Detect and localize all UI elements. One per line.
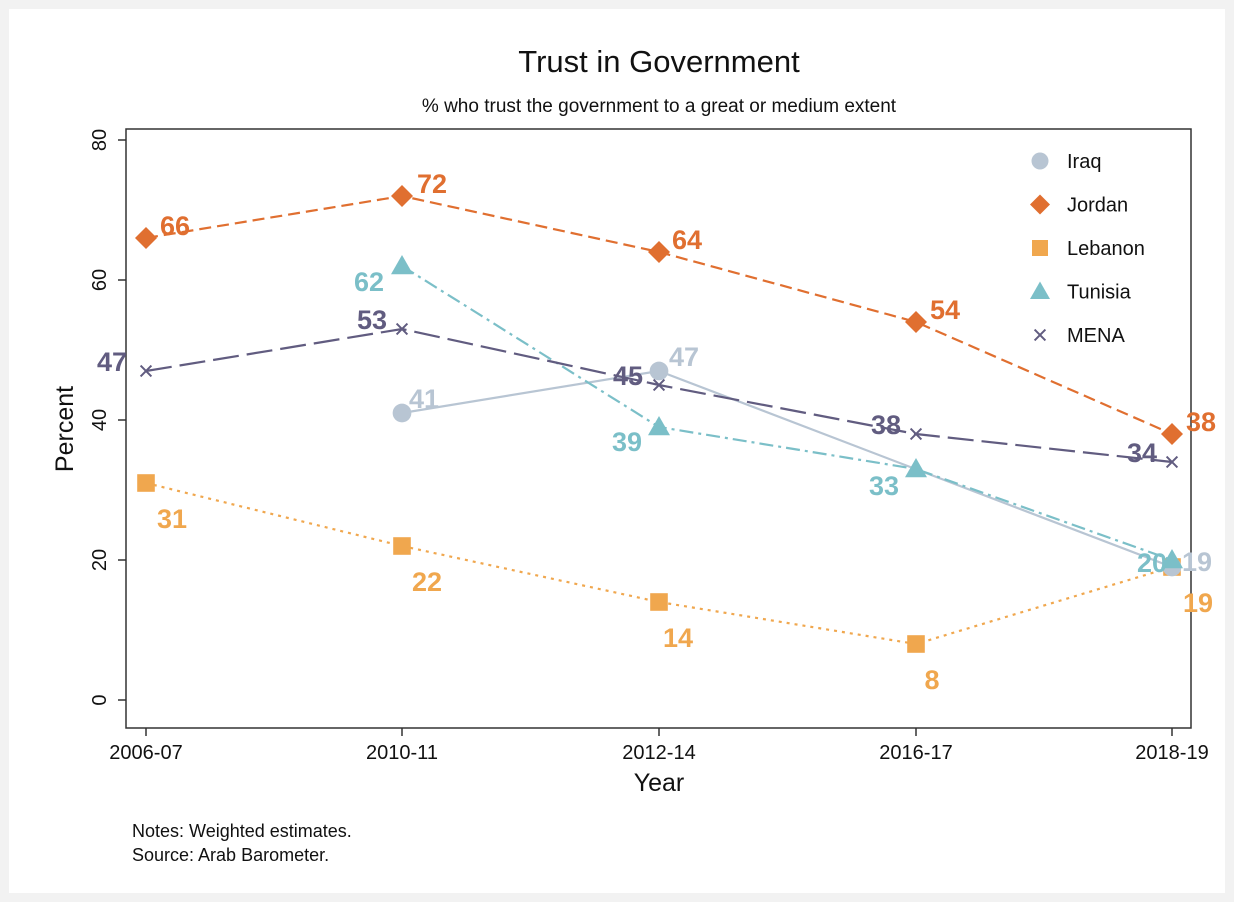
data-label-jordan: 54 <box>930 295 960 325</box>
data-point-jordan <box>135 227 157 249</box>
legend-marker-lebanon <box>1032 240 1048 256</box>
data-point-lebanon <box>393 537 411 555</box>
y-tick-label: 20 <box>89 549 111 571</box>
data-label-lebanon: 31 <box>157 504 187 534</box>
data-label-tunisia: 20 <box>1137 548 1167 578</box>
data-label-lebanon: 8 <box>924 665 939 695</box>
data-label-mena: 47 <box>97 347 127 377</box>
x-tick-label: 2018-19 <box>1135 742 1208 764</box>
data-point-mena <box>1165 455 1179 469</box>
data-point-lebanon <box>137 474 155 492</box>
series-line-tunisia <box>401 265 1173 562</box>
series-tunisia <box>391 255 1183 569</box>
series-jordan <box>135 185 1183 445</box>
data-point-lebanon <box>907 635 925 653</box>
y-tick-label: 80 <box>89 129 111 151</box>
data-label-jordan: 64 <box>672 225 702 255</box>
legend: Iraq Jordan Lebanon Tunisia MENA <box>1030 151 1145 347</box>
data-labels: 31 22 14 8 19 41 47 19 62 39 33 20 47 53 45 38 34 66 72 64 5… <box>97 169 1216 695</box>
data-label-jordan: 38 <box>1186 407 1216 437</box>
data-point-mena <box>652 378 666 392</box>
x-tick-label: 2010-11 <box>366 742 438 764</box>
x-axis: 2006-07 2010-11 2012-14 2016-17 2018-19 <box>109 728 1209 764</box>
y-axis-title: Percent <box>51 386 79 472</box>
data-label-jordan: 66 <box>160 211 190 241</box>
data-label-tunisia: 33 <box>869 471 899 501</box>
data-label-mena: 53 <box>357 305 387 335</box>
chart-subtitle: % who trust the government to a great or… <box>422 96 897 117</box>
legend-item-jordan: Jordan <box>1030 194 1128 217</box>
data-label-iraq: 47 <box>669 342 699 372</box>
series-iraq <box>392 361 1182 577</box>
data-label-lebanon: 22 <box>412 567 442 597</box>
data-point-jordan <box>648 241 670 263</box>
y-tick-label: 60 <box>89 269 111 291</box>
legend-item-mena: MENA <box>1033 325 1125 347</box>
y-tick-label: 0 <box>89 694 111 705</box>
x-tick-label: 2016-17 <box>879 742 952 764</box>
data-label-iraq: 19 <box>1182 547 1212 577</box>
x-axis-title: Year <box>634 769 685 797</box>
data-point-tunisia <box>905 458 927 478</box>
x-tick-label: 2006-07 <box>109 742 182 764</box>
note-source: Source: Arab Barometer. <box>132 845 329 865</box>
legend-marker-tunisia <box>1030 281 1050 299</box>
data-label-mena: 38 <box>871 410 901 440</box>
data-label-jordan: 72 <box>417 169 447 199</box>
series-layer <box>135 185 1183 653</box>
data-point-jordan <box>391 185 413 207</box>
data-point-iraq <box>649 361 669 381</box>
data-point-lebanon <box>650 593 668 611</box>
chart-card: Trust in Government % who trust the gove… <box>9 9 1225 893</box>
note-weighted: Notes: Weighted estimates. <box>132 821 352 841</box>
data-label-lebanon: 14 <box>663 623 693 653</box>
legend-label-jordan: Jordan <box>1067 195 1128 217</box>
data-point-tunisia <box>648 416 670 436</box>
data-point-tunisia <box>1161 549 1183 569</box>
data-point-jordan <box>1161 423 1183 445</box>
legend-item-iraq: Iraq <box>1031 151 1101 173</box>
data-point-mena <box>395 322 409 336</box>
data-label-tunisia: 39 <box>612 427 642 457</box>
legend-item-lebanon: Lebanon <box>1032 238 1145 260</box>
data-label-mena: 45 <box>613 361 643 391</box>
series-mena <box>139 322 1179 469</box>
legend-marker-jordan <box>1030 194 1050 215</box>
data-label-mena: 34 <box>1127 438 1157 468</box>
legend-label-tunisia: Tunisia <box>1067 282 1132 304</box>
data-point-jordan <box>905 311 927 333</box>
data-point-mena <box>139 364 153 378</box>
chart-title: Trust in Government <box>518 44 800 79</box>
legend-marker-mena <box>1033 328 1047 342</box>
legend-item-tunisia: Tunisia <box>1030 281 1132 304</box>
legend-label-iraq: Iraq <box>1067 151 1101 173</box>
data-label-tunisia: 62 <box>354 267 384 297</box>
data-label-lebanon: 19 <box>1183 588 1213 618</box>
legend-marker-iraq <box>1031 152 1049 170</box>
x-tick-label: 2012-14 <box>622 742 695 764</box>
line-chart: Trust in Government % who trust the gove… <box>51 44 1216 865</box>
data-label-iraq: 41 <box>409 384 439 414</box>
data-point-mena <box>909 427 923 441</box>
data-point-iraq <box>392 403 412 423</box>
y-tick-label: 40 <box>89 409 111 431</box>
legend-label-mena: MENA <box>1067 325 1125 347</box>
y-axis: 0 20 40 60 80 <box>89 129 126 706</box>
data-point-tunisia <box>391 255 413 275</box>
legend-label-lebanon: Lebanon <box>1067 238 1145 260</box>
